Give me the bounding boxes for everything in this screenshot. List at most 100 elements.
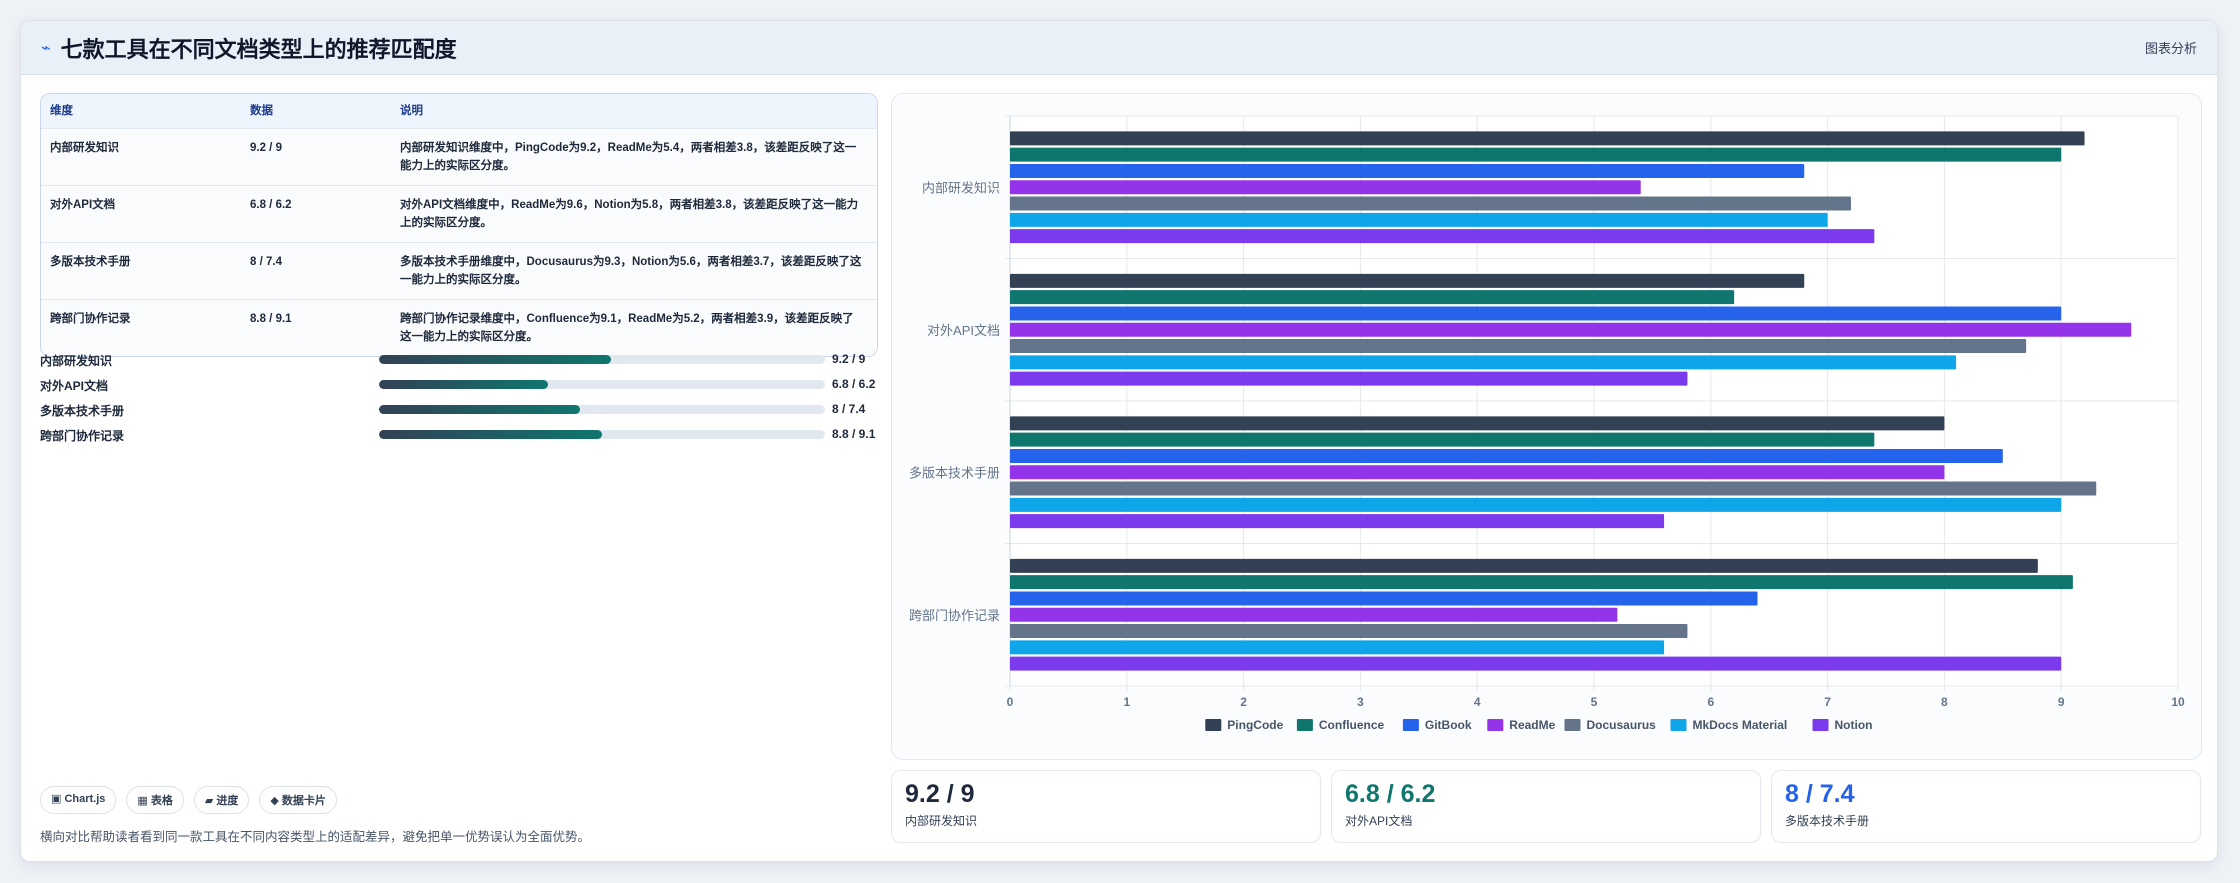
stat-card: 9.2 / 9 内部研发知识 [891, 770, 1321, 843]
x-tick-label: 8 [1941, 695, 1948, 709]
pill-chartjs[interactable]: ▣ Chart.js [40, 786, 117, 814]
bar [1010, 432, 1875, 447]
x-tick-label: 4 [1474, 695, 1481, 709]
stat-value: 8 / 7.4 [1785, 780, 1855, 808]
table-cell-dim: 多版本技术手册 [50, 256, 131, 268]
progress-label: 多版本技术手册 [40, 404, 125, 418]
stat-label: 内部研发知识 [905, 814, 978, 828]
progress-row: 跨部门协作记录 8.8 / 9.1 [40, 424, 878, 449]
progress-list: 内部研发知识 9.2 / 9 对外API文档 6.8 / 6.2 多版本技术手册… [40, 349, 878, 449]
bar [1010, 306, 2062, 321]
bar [1010, 229, 1875, 244]
progress-fill [379, 405, 580, 414]
chart-panel: 0 1 2 3 4 5 6 7 8 9 10 内部研发知识 对外API文档 多版本技术手册 跨部门协作记录 P… [891, 93, 2202, 760]
legend-label: Confluence [1319, 718, 1385, 732]
bar [1010, 290, 1735, 305]
stat-card: 6.8 / 6.2 对外API文档 [1331, 770, 1761, 843]
legend-label: MkDocs Material [1693, 718, 1788, 732]
x-tick-label: 5 [1591, 695, 1598, 709]
x-tick-label: 10 [2171, 695, 2185, 709]
footnote: 横向对比帮助读者看到同一款工具在不同内容类型上的适配差异，避免把单一优势误认为全… [40, 830, 591, 844]
progress-track [379, 405, 825, 414]
legend-swatch [1564, 719, 1581, 731]
progress-fill [379, 355, 611, 364]
table-row: 多版本技术手册 8 / 7.4 多版本技术手册维度中，Docusaurus为9.… [41, 242, 877, 299]
bar [1010, 497, 2062, 512]
progress-track [379, 355, 825, 364]
bar [1010, 448, 2003, 463]
pill-progress[interactable]: ▰ 进度 [193, 786, 250, 814]
chart-pulse-icon: ⌁ [41, 39, 51, 57]
table-cell-data: 8.8 / 9.1 [250, 313, 292, 325]
pill-data-cards[interactable]: ◆ 数据卡片 [259, 786, 337, 814]
stat-label: 多版本技术手册 [1785, 814, 1870, 828]
table-cell-note: 跨部门协作记录维度中，Confluence为9.1，ReadMe为5.2，两者相… [400, 313, 854, 343]
x-tick-label: 3 [1357, 695, 1364, 709]
page-title: 七款工具在不同文档类型上的推荐匹配度 [60, 36, 457, 62]
stat-card: 8 / 7.4 多版本技术手册 [1771, 770, 2201, 843]
progress-label: 跨部门协作记录 [40, 429, 125, 443]
progress-track [379, 380, 825, 389]
x-tick-label: 0 [1007, 695, 1014, 709]
legend-swatch [1296, 719, 1313, 731]
progress-row: 多版本技术手册 8 / 7.4 [40, 399, 878, 424]
bar [1010, 339, 2027, 354]
x-tick-label: 9 [2058, 695, 2065, 709]
progress-value: 8.8 / 9.1 [832, 427, 876, 441]
bar [1010, 322, 2132, 337]
bar [1010, 371, 1688, 386]
progress-row: 对外API文档 6.8 / 6.2 [40, 374, 878, 399]
progress-value: 9.2 / 9 [832, 352, 866, 366]
bar [1010, 131, 2085, 146]
legend-label: GitBook [1425, 718, 1472, 732]
progress-track [379, 430, 825, 439]
legend-swatch [1205, 719, 1222, 731]
bar [1010, 212, 1828, 227]
pill-table[interactable]: ▦ 表格 [126, 786, 184, 814]
bar [1010, 575, 2073, 590]
card-header: ⌁ 七款工具在不同文档类型上的推荐匹配度 图表分析 [21, 21, 2217, 75]
table-cell-data: 8 / 7.4 [250, 256, 282, 268]
table-cell-note: 多版本技术手册维度中，Docusaurus为9.3，Notion为5.6，两者相… [400, 256, 862, 286]
bar [1010, 591, 1758, 606]
bar [1010, 481, 2097, 496]
legend-label: ReadMe [1509, 718, 1555, 732]
bar [1010, 163, 1805, 178]
table-header-note: 说明 [400, 105, 423, 117]
x-tick-label: 6 [1707, 695, 1714, 709]
bar [1010, 640, 1665, 655]
table-cell-dim: 跨部门协作记录 [50, 313, 131, 325]
legend-swatch [1670, 719, 1687, 731]
bar [1010, 416, 1945, 431]
y-category-label: 内部研发知识 [922, 180, 1000, 195]
table-header-row: 维度 数据 说明 [41, 94, 877, 128]
legend-label: Notion [1835, 718, 1873, 732]
stat-value: 6.8 / 6.2 [1345, 780, 1436, 808]
progress-value: 6.8 / 6.2 [832, 377, 876, 391]
feature-pills: ▣ Chart.js ▦ 表格 ▰ 进度 ◆ 数据卡片 [40, 786, 337, 814]
bar [1010, 147, 2062, 162]
legend-swatch [1402, 719, 1419, 731]
bar [1010, 465, 1945, 480]
bar [1010, 514, 1665, 529]
table-row: 对外API文档 6.8 / 6.2 对外API文档维度中，ReadMe为9.6，… [41, 185, 877, 242]
stat-value: 9.2 / 9 [905, 780, 975, 808]
x-tick-label: 2 [1240, 695, 1247, 709]
progress-label: 对外API文档 [40, 379, 109, 393]
table-header-data: 数据 [250, 105, 273, 117]
legend-swatch [1487, 719, 1504, 731]
y-category-label: 跨部门协作记录 [909, 608, 1000, 623]
progress-label: 内部研发知识 [40, 354, 113, 368]
table-cell-data: 6.8 / 6.2 [250, 199, 292, 211]
y-category-label: 多版本技术手册 [909, 465, 1000, 480]
bar [1010, 624, 1688, 639]
table-cell-note: 对外API文档维度中，ReadMe为9.6，Notion为5.8，两者相差3.8… [400, 199, 859, 229]
table-row: 内部研发知识 9.2 / 9 内部研发知识维度中，PingCode为9.2，Re… [41, 128, 877, 185]
bar [1010, 355, 1957, 370]
table-cell-note: 内部研发知识维度中，PingCode为9.2，ReadMe为5.4，两者相差3.… [400, 142, 857, 172]
chart-analysis-tag: 图表分析 [2144, 41, 2197, 56]
y-category-label: 对外API文档 [927, 323, 1000, 338]
progress-value: 8 / 7.4 [832, 402, 866, 416]
x-tick-label: 7 [1824, 695, 1831, 709]
